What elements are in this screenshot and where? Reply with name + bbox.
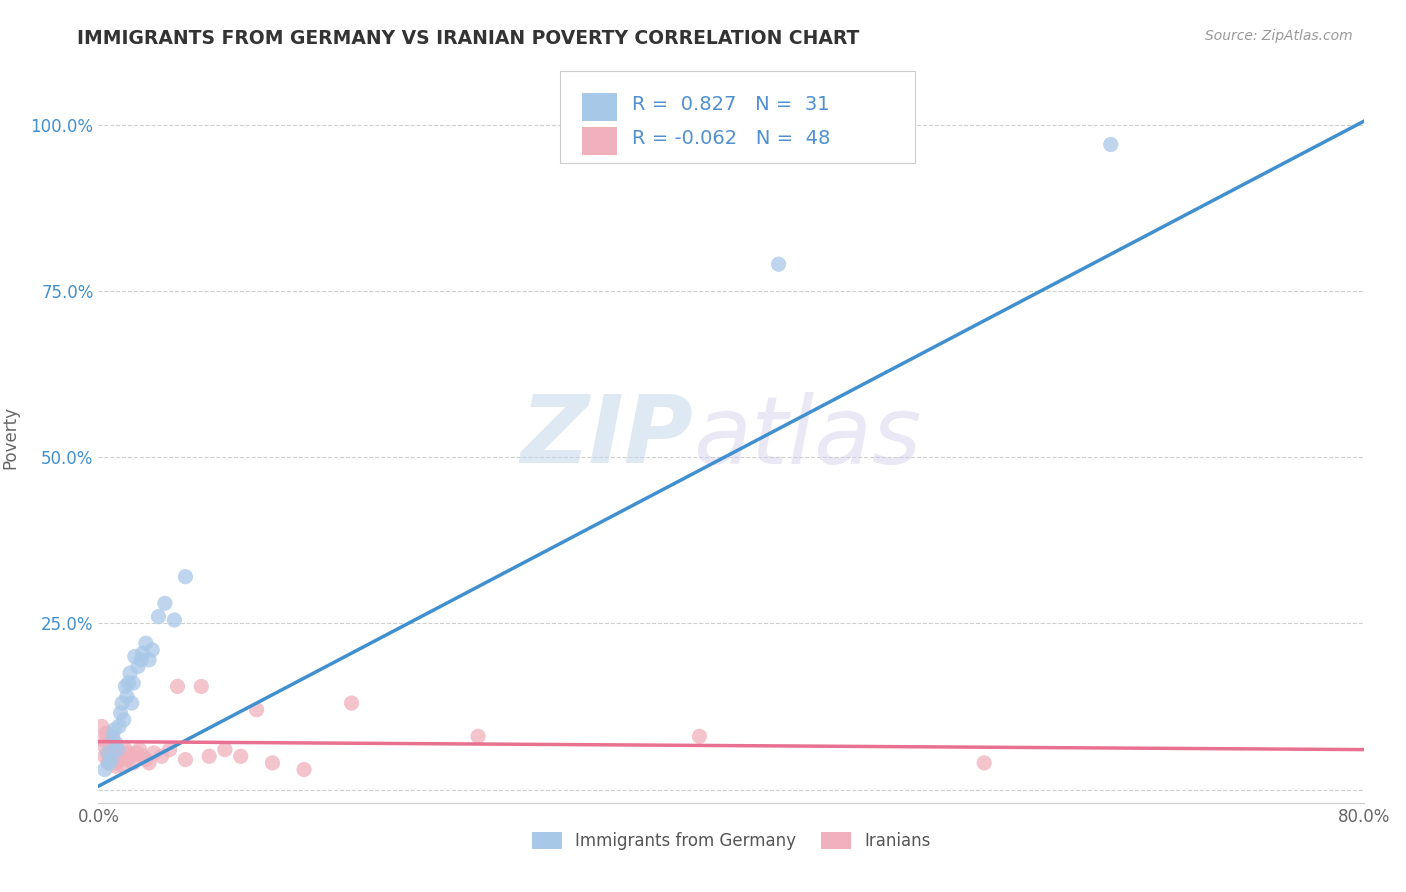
Point xyxy=(98,756,121,770)
Text: R = -0.062   N =  48: R = -0.062 N = 48 xyxy=(633,128,831,147)
Point xyxy=(163,613,186,627)
Point xyxy=(93,739,117,754)
FancyBboxPatch shape xyxy=(582,127,617,154)
Point xyxy=(115,690,138,704)
Point xyxy=(768,257,790,271)
Point xyxy=(100,739,122,754)
Point xyxy=(103,756,125,770)
Point xyxy=(108,719,131,733)
Point xyxy=(100,749,122,764)
Text: IMMIGRANTS FROM GERMANY VS IRANIAN POVERTY CORRELATION CHART: IMMIGRANTS FROM GERMANY VS IRANIAN POVER… xyxy=(77,29,859,47)
Point xyxy=(132,646,155,660)
Point xyxy=(138,756,160,770)
Point xyxy=(125,746,148,760)
Point xyxy=(121,696,143,710)
Point xyxy=(467,729,489,743)
Text: ZIP: ZIP xyxy=(520,391,693,483)
Point xyxy=(120,666,141,681)
Point xyxy=(159,742,181,756)
Point xyxy=(111,696,134,710)
Point xyxy=(107,742,129,756)
Point xyxy=(688,729,710,743)
FancyBboxPatch shape xyxy=(582,93,617,121)
Point xyxy=(135,753,157,767)
Point xyxy=(122,676,145,690)
Point xyxy=(135,636,157,650)
Point xyxy=(97,746,120,760)
Point xyxy=(90,719,112,733)
FancyBboxPatch shape xyxy=(560,71,914,163)
Y-axis label: Poverty: Poverty xyxy=(1,406,20,468)
Point xyxy=(110,746,132,760)
Point xyxy=(190,680,212,694)
Point xyxy=(124,649,146,664)
Point xyxy=(1099,137,1122,152)
Point xyxy=(166,680,188,694)
Point xyxy=(97,746,120,760)
Point xyxy=(104,736,127,750)
Point xyxy=(117,676,139,690)
Point xyxy=(229,749,252,764)
Point xyxy=(98,736,121,750)
Point xyxy=(114,680,136,694)
Text: atlas: atlas xyxy=(693,392,921,483)
Point xyxy=(141,643,163,657)
Point xyxy=(142,746,165,760)
Point xyxy=(150,749,173,764)
Point xyxy=(98,753,121,767)
Point xyxy=(292,763,315,777)
Point xyxy=(153,596,176,610)
Point xyxy=(120,749,141,764)
Point xyxy=(114,742,136,756)
Point xyxy=(93,763,117,777)
Point xyxy=(93,749,117,764)
Point xyxy=(246,703,269,717)
Point xyxy=(214,742,236,756)
Point xyxy=(174,570,197,584)
Point xyxy=(127,659,149,673)
Point xyxy=(973,756,995,770)
Point xyxy=(96,726,118,740)
Text: R =  0.827   N =  31: R = 0.827 N = 31 xyxy=(633,95,830,114)
Point xyxy=(115,753,138,767)
Point xyxy=(107,742,129,756)
Point xyxy=(100,753,122,767)
Point xyxy=(110,706,132,720)
Point xyxy=(198,749,221,764)
Point xyxy=(91,732,114,747)
Point xyxy=(101,746,124,760)
Point xyxy=(128,742,150,756)
Point xyxy=(132,749,155,764)
Point xyxy=(138,653,160,667)
Legend: Immigrants from Germany, Iranians: Immigrants from Germany, Iranians xyxy=(524,825,938,856)
Point xyxy=(112,759,135,773)
Point xyxy=(148,609,170,624)
Point xyxy=(97,756,120,770)
Point xyxy=(101,729,124,743)
Point xyxy=(108,753,131,767)
Point xyxy=(117,746,139,760)
Point xyxy=(103,742,125,756)
Point xyxy=(101,732,124,747)
Point xyxy=(340,696,363,710)
Point xyxy=(262,756,284,770)
Point xyxy=(129,653,152,667)
Point xyxy=(103,723,125,737)
Point xyxy=(111,749,134,764)
Point xyxy=(104,749,127,764)
Point xyxy=(122,756,145,770)
Point xyxy=(104,759,127,773)
Text: Source: ZipAtlas.com: Source: ZipAtlas.com xyxy=(1205,29,1353,43)
Point xyxy=(112,713,135,727)
Point xyxy=(174,753,197,767)
